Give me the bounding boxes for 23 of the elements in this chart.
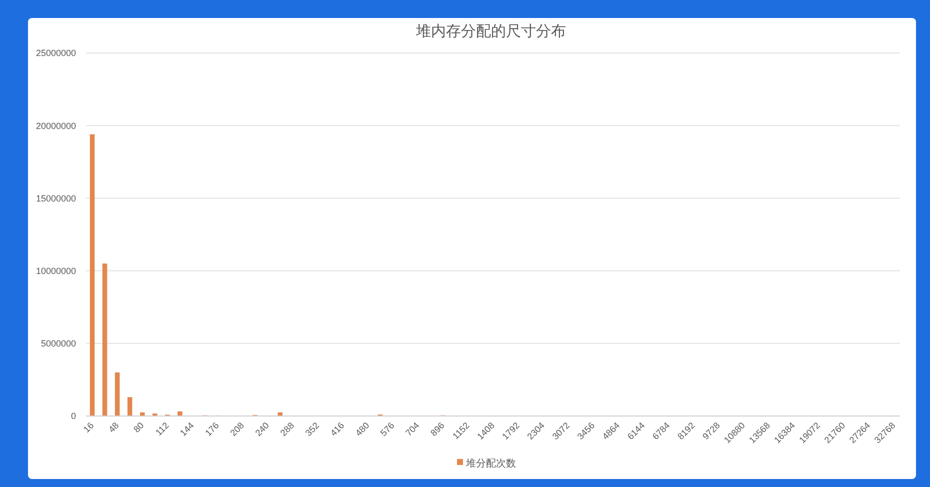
y-tick-label: 5000000 bbox=[40, 338, 76, 349]
x-tick-label: 288 bbox=[278, 420, 296, 438]
y-tick-label: 25000000 bbox=[36, 48, 76, 58]
legend-label: 堆分配次数 bbox=[465, 458, 516, 470]
x-tick-label: 16 bbox=[82, 420, 96, 434]
x-tick-label: 48 bbox=[106, 420, 121, 434]
x-tick-label: 352 bbox=[303, 420, 322, 438]
x-tick-label: 208 bbox=[228, 420, 246, 438]
y-tick-label: 20000000 bbox=[36, 120, 76, 131]
chart-title: 堆内存分配的尺寸分布 bbox=[415, 23, 566, 40]
x-tick-label: 480 bbox=[353, 420, 372, 438]
y-tick-label: 15000000 bbox=[36, 193, 76, 204]
x-tick-label: 704 bbox=[404, 420, 422, 438]
x-tick-label: 896 bbox=[428, 420, 446, 438]
x-tick-label: 144 bbox=[178, 420, 196, 438]
x-tick-label: 416 bbox=[328, 420, 346, 438]
x-tick-label: 240 bbox=[253, 420, 271, 438]
x-tick-label: 112 bbox=[154, 420, 171, 438]
x-tick-label: 176 bbox=[203, 420, 221, 438]
y-tick-label: 10000000 bbox=[36, 266, 76, 276]
x-tick-label: 576 bbox=[378, 420, 396, 438]
y-tick-label: 0 bbox=[70, 411, 76, 422]
x-tick-label: 80 bbox=[132, 420, 146, 434]
